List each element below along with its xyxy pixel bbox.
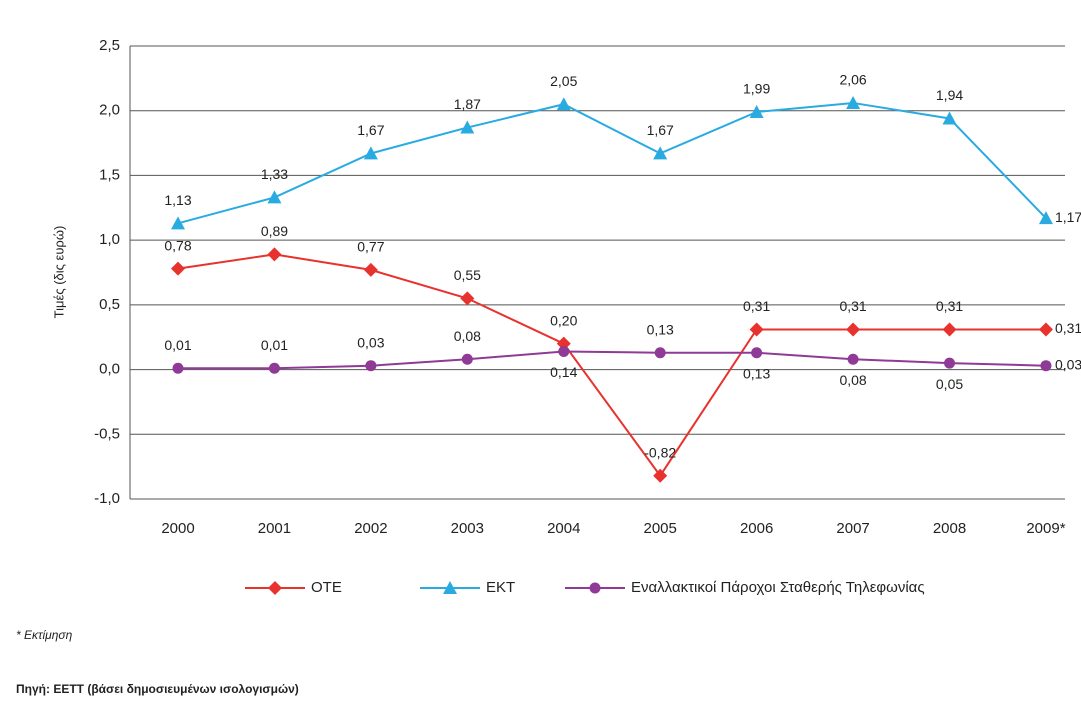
- source: Πηγή: ΕΕΤΤ (βάσει δημοσιευμένων ισολογισ…: [16, 682, 299, 696]
- point: [267, 190, 282, 204]
- legend-label: ΕΚΤ: [486, 579, 515, 596]
- data-label: 0,77: [357, 239, 384, 255]
- data-label: 0,31: [743, 298, 770, 314]
- data-label: 1,33: [261, 166, 288, 182]
- data-label: 0,13: [743, 365, 770, 381]
- data-label: 0,01: [164, 337, 191, 353]
- data-label: 0,01: [261, 337, 288, 353]
- data-label: 0,31: [1055, 320, 1081, 336]
- point: [846, 322, 861, 337]
- legend-marker: [268, 581, 282, 595]
- data-label: -0,82: [644, 444, 676, 460]
- legend-marker: [589, 582, 601, 594]
- data-label: 0,14: [550, 364, 577, 380]
- point: [365, 360, 377, 372]
- x-tick-label: 2000: [161, 520, 194, 537]
- data-label: 1,67: [647, 122, 674, 138]
- point: [847, 353, 859, 365]
- y-tick-label: 2,5: [99, 37, 120, 54]
- y-tick-label: 2,0: [99, 102, 120, 119]
- data-label: 0,20: [550, 312, 577, 328]
- y-tick-label: 1,5: [99, 166, 120, 183]
- data-label: 0,89: [261, 223, 288, 239]
- point: [944, 357, 956, 369]
- data-label: 0,55: [454, 267, 481, 283]
- point: [1038, 211, 1053, 225]
- x-tick-label: 2008: [933, 520, 966, 537]
- point: [1040, 360, 1052, 372]
- point: [654, 347, 666, 359]
- series-line: [177, 253, 1046, 478]
- data-label: 0,08: [839, 372, 866, 388]
- data-label: 0,31: [936, 298, 963, 314]
- y-tick-label: -0,5: [94, 425, 120, 442]
- data-label: 1,17: [1055, 209, 1081, 225]
- point: [171, 261, 185, 276]
- x-tick-label: 2001: [258, 520, 291, 537]
- footnote: * Εκτίμηση: [16, 628, 73, 642]
- point: [749, 322, 764, 337]
- point: [1038, 322, 1053, 337]
- y-tick-label: 1,0: [99, 231, 120, 248]
- x-tick-label: 2006: [740, 520, 773, 537]
- y-tick-label: 0,5: [99, 296, 120, 313]
- data-label: 0,03: [1055, 356, 1081, 372]
- point: [460, 120, 475, 134]
- point: [653, 468, 668, 483]
- data-label: 1,87: [454, 96, 481, 112]
- point: [751, 347, 763, 359]
- point: [363, 262, 378, 277]
- x-tick-label: 2009*: [1026, 520, 1065, 537]
- point: [363, 146, 378, 160]
- x-tick-label: 2002: [354, 520, 387, 537]
- data-label: 0,31: [839, 298, 866, 314]
- data-label: 1,13: [164, 192, 191, 208]
- legend-marker: [443, 581, 457, 594]
- point: [461, 353, 473, 365]
- data-label: 0,05: [936, 376, 963, 392]
- point: [749, 105, 764, 119]
- point: [942, 111, 957, 125]
- point: [460, 291, 475, 306]
- point: [653, 146, 668, 160]
- y-axis-label: Τιμές (δις ευρώ): [51, 226, 66, 319]
- data-label: 0,13: [647, 321, 674, 337]
- point: [268, 362, 280, 374]
- x-tick-label: 2003: [451, 520, 484, 537]
- point: [558, 345, 570, 357]
- legend-label: ΟΤΕ: [311, 579, 342, 596]
- point: [172, 362, 184, 374]
- data-label: 0,08: [454, 328, 481, 344]
- point: [556, 336, 571, 351]
- point: [556, 97, 571, 111]
- series-line: [177, 101, 1047, 225]
- point: [846, 95, 861, 109]
- point: [942, 322, 957, 337]
- y-tick-label: -1,0: [94, 490, 120, 507]
- y-tick-label: 0,0: [99, 361, 120, 378]
- data-label: 0,03: [357, 334, 384, 350]
- data-label: 0,78: [164, 237, 191, 253]
- x-tick-label: 2004: [547, 520, 580, 537]
- legend-label: Εναλλακτικοί Πάροχοι Σταθερής Τηλεφωνίας: [631, 579, 925, 596]
- series-line: [178, 350, 1046, 370]
- x-tick-label: 2007: [836, 520, 869, 537]
- data-label: 2,06: [839, 72, 866, 88]
- data-label: 1,67: [357, 122, 384, 138]
- data-label: 2,05: [550, 73, 577, 89]
- data-label: 1,94: [936, 87, 963, 103]
- point: [267, 247, 282, 262]
- point: [171, 216, 185, 230]
- data-label: 1,99: [743, 81, 770, 97]
- x-tick-label: 2005: [644, 520, 677, 537]
